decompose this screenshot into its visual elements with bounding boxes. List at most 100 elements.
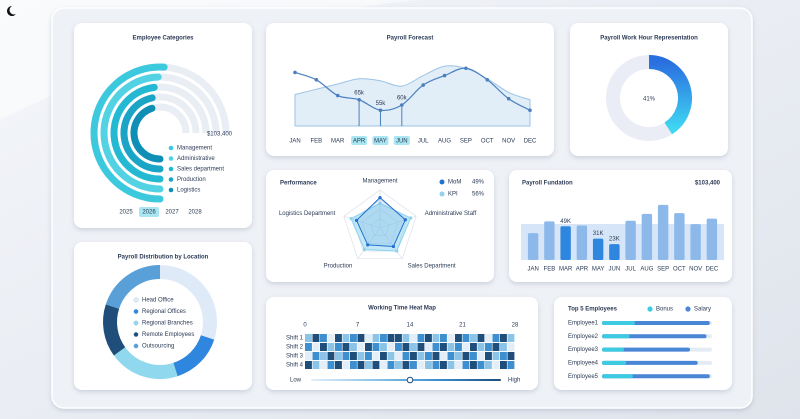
band [521,224,724,260]
heat-cell [417,343,425,351]
row-label: Employee1 [568,321,599,327]
x-tick-label: JUN [396,139,408,145]
heat-cell [417,334,425,342]
legend-label: Logistics [177,188,200,194]
legend-label: Regional Offices [142,309,186,315]
x-tick-label: DEC [524,139,537,145]
donut-segment [103,304,126,356]
heat-cell [350,334,357,342]
row-label: Employee3 [568,347,599,353]
legend-knob[interactable] [406,376,414,384]
x-tick-label: 28 [512,323,519,329]
legend-dot [133,297,139,303]
heat-cell [357,352,365,360]
heat-cell [380,343,387,351]
heat-cell [470,334,477,342]
heat-cell [425,343,432,351]
bar [602,321,635,325]
heat-cell [410,343,417,351]
year-option[interactable]: 2025 [119,210,133,216]
x-tick-label: JAN [527,267,538,273]
moon-icon[interactable] [7,6,17,16]
bar [560,226,571,260]
heat-cell [365,334,372,342]
heat-cell [470,361,477,369]
radial-bar [110,83,164,183]
legend-dot [647,306,653,312]
heat-cell [485,352,492,360]
legend-dot [439,179,445,185]
x-tick-label: JUL [625,267,636,273]
x-tick-label: AUG [640,267,653,273]
heat-cell [492,352,500,360]
heat-cell [440,334,447,342]
heat-cell [372,334,380,342]
heat-cell [455,352,462,360]
heat-cell [372,352,380,360]
legend-label: MoM [448,180,461,186]
year-option[interactable]: 2028 [188,210,202,216]
heat-cell [320,352,327,360]
card [266,23,554,156]
legend-label: Head Office [142,298,174,304]
heat-cell [402,361,410,369]
value-label: 65k [354,90,365,96]
line [294,67,531,112]
point [442,73,447,78]
card-title: Employee Categories [132,36,194,42]
card-title: Payroll Distribution by Location [118,255,209,261]
x-tick-label: NOV [689,267,702,273]
heat-cell [485,334,492,342]
x-tick-label: OCT [481,139,494,145]
legend-low: Low [290,378,302,384]
heat-cell [432,334,440,342]
heat-cell [335,352,342,360]
bar [602,334,630,339]
x-tick-label: JUL [418,139,429,145]
heat-cell [327,343,335,351]
point [506,96,511,101]
row-label: Shift 1 [286,336,304,342]
x-tick-label: JAN [289,139,300,145]
x-tick-label: AUG [438,139,451,145]
x-tick-label: 14 [407,323,414,329]
heat-cell [440,343,447,351]
card [570,23,728,156]
heat-cell [312,361,320,369]
heat-cell [425,334,432,342]
heat-cell [447,352,455,360]
heat-cell [440,361,447,369]
heat-cell [477,343,485,351]
heat-cell [395,361,402,369]
point [357,97,361,102]
heat-cell [417,352,425,360]
radar-area [355,196,406,247]
heat-cell [410,361,417,369]
year-option[interactable]: 2027 [165,210,179,216]
bar [602,347,690,352]
donut-segment [648,55,692,135]
card-title: Top 5 Employees [568,307,618,313]
legend-dot [133,332,139,338]
heat-cell [477,361,485,369]
radar-point [391,244,396,249]
x-tick-label: 21 [459,323,466,329]
point [335,93,340,98]
year-option[interactable]: 2026 [142,210,156,216]
month-highlight [393,136,410,145]
heat-cell [432,361,440,369]
heat-cell [477,352,485,360]
heat-cell [305,343,312,351]
card [74,23,252,228]
heat-cell [395,343,402,351]
legend-label: Remote Employees [142,332,194,338]
point [464,66,468,71]
bar [602,347,624,352]
row-label: Employee4 [568,360,599,366]
heat-cell [305,352,312,360]
radar-grid [343,189,417,260]
radar-point [349,217,353,221]
bar [641,213,653,260]
heat-cell [380,334,387,342]
heat-cell [440,352,447,360]
